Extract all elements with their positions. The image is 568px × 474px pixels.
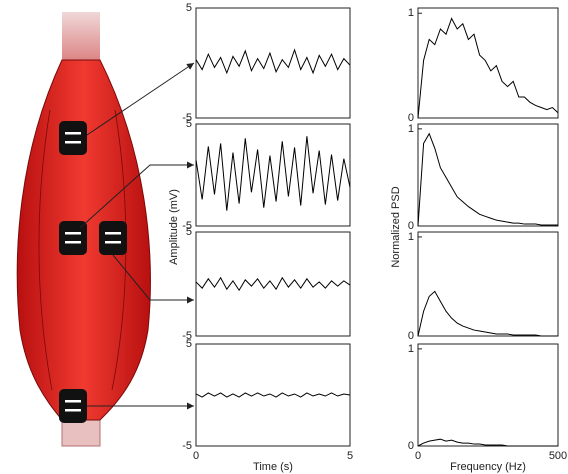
panel <box>195 231 351 337</box>
x-tick-label: 500 <box>549 450 567 462</box>
electrode <box>59 121 87 155</box>
y-tick-label: 5 <box>186 338 192 350</box>
signal-line <box>417 17 559 119</box>
panel <box>417 343 559 447</box>
y-tick-label: -5 <box>182 330 192 342</box>
y-axis-label: Normalized PSD <box>390 186 402 267</box>
arrows <box>79 62 195 410</box>
y-tick-label: 1 <box>408 7 414 19</box>
x-tick-label: 5 <box>347 450 353 462</box>
electrodes <box>59 121 127 423</box>
arrow <box>79 161 194 229</box>
panel <box>417 7 559 119</box>
electrode <box>99 221 127 255</box>
panel <box>417 123 559 227</box>
x-axis-label: Frequency (Hz) <box>450 461 526 473</box>
y-tick-label: 0 <box>408 112 414 124</box>
x-axis-label: Time (s) <box>253 461 293 473</box>
signal-line <box>195 48 351 75</box>
x-tick-label: 0 <box>415 450 421 462</box>
electrode <box>59 389 87 423</box>
signal-line <box>195 136 351 211</box>
y-tick-label: -5 <box>182 112 192 124</box>
signal-line <box>417 290 558 337</box>
y-tick-label: -5 <box>182 220 192 232</box>
y-tick-label: 0 <box>408 330 414 342</box>
signal-line <box>417 132 558 227</box>
y-tick-label: 5 <box>186 226 192 238</box>
y-axis-label: Amplitude (mV) <box>168 189 180 265</box>
y-tick-label: -5 <box>182 440 192 452</box>
y-tick-label: 1 <box>408 343 414 355</box>
arrow <box>112 254 194 304</box>
y-tick-label: 5 <box>186 2 192 14</box>
y-tick-label: 0 <box>408 440 414 452</box>
electrode <box>59 221 87 255</box>
y-tick-label: 5 <box>186 118 192 130</box>
y-tick-label: 1 <box>408 231 414 243</box>
signal-line <box>195 392 351 398</box>
y-tick-label: 0 <box>408 220 414 232</box>
x-tick-label: 0 <box>193 450 199 462</box>
panel <box>417 231 559 337</box>
signal-line <box>417 438 558 447</box>
signal-line <box>195 276 351 292</box>
fiber <box>38 109 53 391</box>
arrow <box>86 62 195 136</box>
y-tick-label: 1 <box>408 123 414 135</box>
